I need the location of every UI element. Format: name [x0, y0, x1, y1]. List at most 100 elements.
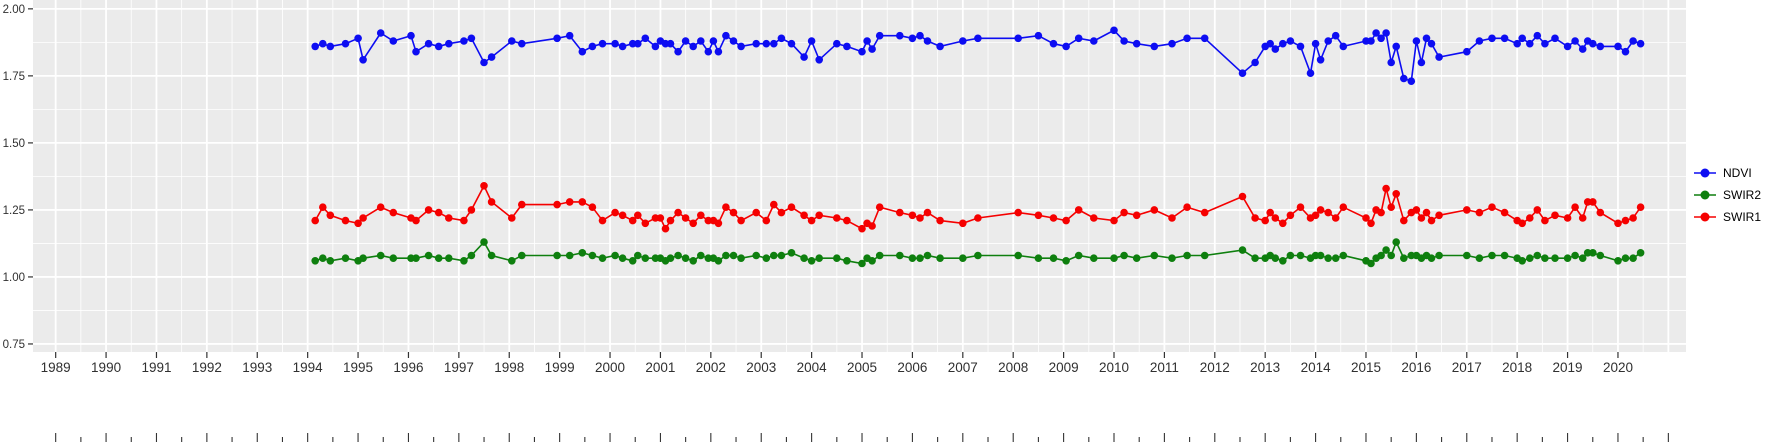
- data-point-swir1: [1571, 203, 1579, 211]
- data-point-swir2: [460, 257, 468, 265]
- data-point-swir1: [434, 208, 443, 217]
- data-point-ndvi: [1062, 42, 1070, 51]
- data-point-ndvi: [1412, 37, 1421, 45]
- data-point-swir1: [815, 211, 823, 220]
- data-point-ndvi: [611, 39, 619, 48]
- data-point-ndvi: [770, 39, 778, 48]
- data-point-ndvi: [1578, 45, 1587, 53]
- data-point-ndvi: [1387, 58, 1395, 67]
- x-axis-label: 2006: [897, 360, 927, 375]
- data-point-swir2: [666, 254, 675, 262]
- data-point-ndvi: [807, 37, 816, 45]
- x-axis-label: 2004: [797, 360, 828, 375]
- data-point-ndvi: [508, 37, 516, 45]
- data-point-ndvi: [1533, 31, 1542, 40]
- data-point-ndvi: [1541, 39, 1549, 48]
- data-point-swir2: [833, 254, 841, 262]
- data-point-swir2: [1296, 251, 1305, 260]
- data-point-ndvi: [1150, 42, 1159, 51]
- data-point-swir1: [611, 208, 619, 217]
- data-point-swir1: [1614, 219, 1622, 228]
- x-axis-label: 2009: [1049, 360, 1079, 375]
- data-point-ndvi: [1266, 39, 1274, 48]
- data-point-swir2: [1596, 251, 1605, 260]
- data-point-swir2: [641, 254, 650, 262]
- data-point-swir1: [1417, 214, 1426, 222]
- data-point-swir1: [1377, 208, 1385, 217]
- x-axis-label: 2008: [998, 360, 1028, 375]
- data-point-ndvi: [1296, 42, 1305, 51]
- data-point-ndvi: [341, 39, 350, 48]
- data-point-swir2: [697, 251, 705, 260]
- y-axis-label: 2.00: [3, 4, 25, 16]
- data-point-ndvi: [1422, 34, 1431, 43]
- data-point-swir1: [1533, 206, 1542, 214]
- data-point-ndvi: [1120, 37, 1128, 45]
- data-point-swir1: [1200, 208, 1209, 217]
- data-point-swir2: [628, 257, 637, 265]
- data-point-swir2: [424, 251, 433, 260]
- x-axis-label: 2000: [595, 360, 625, 375]
- data-point-swir1: [588, 203, 597, 211]
- data-point-swir1: [1589, 198, 1597, 206]
- data-point-swir1: [843, 216, 851, 225]
- data-point-ndvi: [1614, 42, 1622, 51]
- data-point-ndvi: [863, 37, 871, 45]
- data-point-swir2: [858, 259, 866, 268]
- x-axis-label: 1993: [242, 360, 272, 375]
- data-point-swir1: [974, 214, 982, 222]
- data-point-swir2: [1014, 251, 1022, 260]
- y-axis-label: 1.25: [3, 205, 25, 217]
- data-point-swir1: [628, 216, 637, 225]
- data-point-swir1: [923, 208, 932, 217]
- data-point-ndvi: [709, 37, 718, 45]
- data-point-swir1: [598, 216, 607, 225]
- data-point-swir2: [689, 257, 697, 265]
- data-point-swir1: [752, 208, 760, 217]
- data-point-swir1: [1387, 203, 1395, 211]
- data-point-swir1: [681, 214, 690, 222]
- data-point-swir1: [908, 211, 917, 220]
- data-point-ndvi: [1629, 37, 1637, 45]
- data-point-swir2: [1200, 251, 1209, 260]
- data-point-swir1: [508, 214, 516, 222]
- data-point-swir2: [737, 254, 745, 262]
- data-point-swir2: [1629, 254, 1637, 262]
- data-point-swir2: [319, 254, 327, 262]
- data-point-ndvi: [565, 31, 574, 40]
- data-point-swir1: [1014, 208, 1022, 217]
- data-point-swir2: [959, 254, 967, 262]
- data-point-swir1: [487, 198, 496, 206]
- data-point-swir2: [1279, 257, 1287, 265]
- data-point-swir1: [445, 214, 453, 222]
- data-point-ndvi: [974, 34, 982, 43]
- data-point-swir1: [1339, 203, 1348, 211]
- data-point-swir2: [618, 254, 627, 262]
- data-point-swir1: [1541, 216, 1549, 225]
- data-point-swir1: [1331, 214, 1340, 222]
- data-point-swir1: [666, 216, 675, 225]
- data-point-swir2: [1183, 251, 1191, 260]
- data-point-swir1: [1261, 216, 1269, 225]
- data-point-ndvi: [1636, 39, 1645, 48]
- data-point-ndvi: [1331, 31, 1340, 40]
- data-point-swir2: [518, 251, 526, 260]
- data-point-swir2: [1316, 251, 1325, 260]
- data-point-ndvi: [618, 42, 627, 51]
- data-point-swir1: [1286, 211, 1295, 220]
- data-point-swir1: [1518, 219, 1526, 228]
- data-point-ndvi: [1526, 39, 1534, 48]
- data-point-ndvi: [843, 42, 851, 51]
- data-point-ndvi: [729, 37, 738, 45]
- data-point-ndvi: [1475, 37, 1484, 45]
- x-axis-label: 1998: [494, 360, 524, 375]
- data-point-swir1: [1367, 219, 1375, 228]
- data-point-swir1: [714, 219, 723, 228]
- y-axis-label: 1.00: [3, 272, 25, 284]
- data-point-swir2: [598, 254, 607, 262]
- data-point-swir1: [1266, 208, 1274, 217]
- data-point-ndvi: [1463, 47, 1471, 56]
- data-point-ndvi: [1571, 37, 1579, 45]
- data-point-ndvi: [1183, 34, 1191, 43]
- data-point-swir2: [588, 251, 597, 260]
